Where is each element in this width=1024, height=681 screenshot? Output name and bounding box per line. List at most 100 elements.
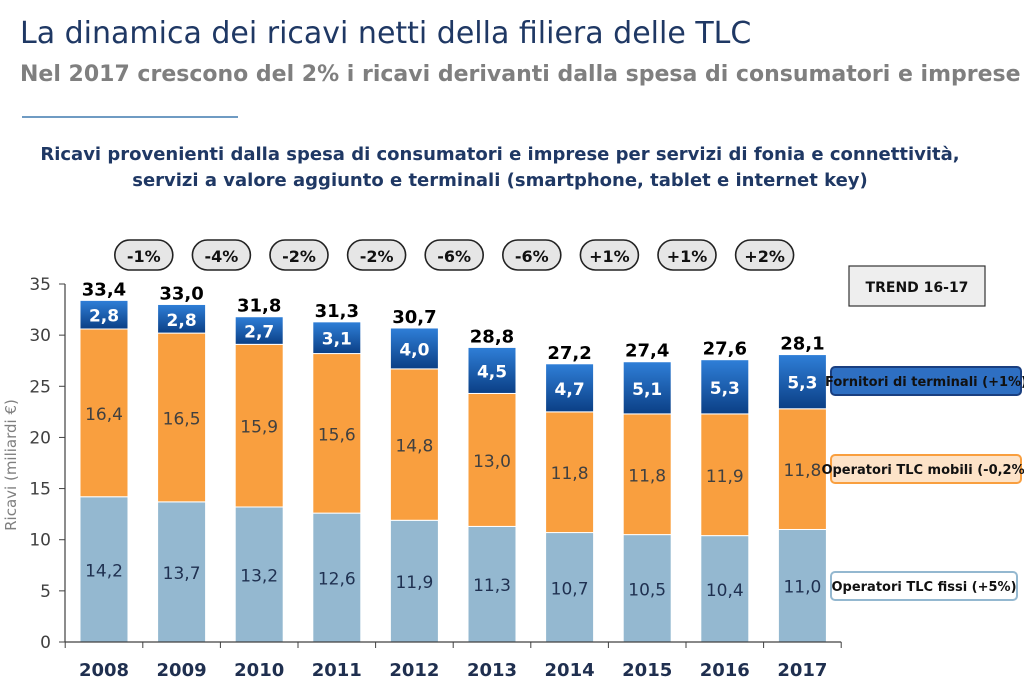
legend-label: Fornitori di terminali (+1%) (825, 375, 1024, 390)
bar-terminali-label: 3,1 (322, 330, 352, 350)
legend-label: Operatori TLC mobili (-0,2%) (821, 463, 1024, 478)
bar-terminali-label: 4,5 (477, 362, 507, 382)
bar-total-label: 31,3 (315, 301, 359, 322)
growth-pill-label: -6% (515, 247, 549, 266)
bar-mobili (622, 413, 672, 536)
x-tick-label: 2016 (700, 660, 750, 681)
bar-total-label: 27,2 (547, 343, 591, 364)
bar-terminali-label: 5,3 (787, 374, 817, 394)
growth-pill-label: +1% (589, 247, 630, 266)
x-tick-label: 2009 (157, 660, 207, 681)
page-subtitle: Nel 2017 crescono del 2% i ricavi deriva… (20, 62, 1021, 87)
growth-pill (269, 239, 329, 271)
bar-mobili-label: 15,6 (318, 425, 356, 445)
bar-fissi-label: 11,9 (395, 573, 433, 593)
bar-terminali (467, 346, 517, 394)
y-tick-label: 25 (29, 377, 51, 397)
bar-fissi (545, 532, 595, 643)
bar-fissi (389, 519, 439, 643)
growth-pill (579, 239, 640, 271)
bar-terminali-label: 5,1 (632, 380, 662, 400)
growth-pill-label: -2% (282, 247, 316, 266)
bar-total-label: 30,7 (392, 307, 436, 328)
bar-mobili (700, 413, 750, 537)
bar-mobili-label: 11,9 (706, 467, 744, 487)
bar-mobili (777, 408, 827, 530)
x-tick-label: 2017 (777, 660, 827, 681)
trend-box (848, 265, 986, 307)
bar-terminali-label: 2,8 (89, 307, 119, 327)
legend-label: Operatori TLC fissi (+5%) (831, 580, 1016, 595)
bar-terminali-label: 2,8 (167, 311, 197, 331)
y-tick-label: 35 (29, 275, 51, 295)
y-tick-label: 5 (40, 582, 51, 602)
bar-terminali-label: 5,3 (710, 379, 740, 399)
bar-mobili-label: 11,8 (551, 464, 589, 484)
x-tick-label: 2012 (389, 660, 439, 681)
bar-mobili (234, 343, 284, 508)
bar-fissi-label: 11,3 (473, 576, 511, 596)
bar-fissi-label: 10,4 (706, 581, 744, 601)
bar-total-label: 27,4 (625, 341, 669, 362)
bar-terminali (157, 303, 207, 334)
growth-pill-label: -1% (127, 247, 161, 266)
bar-terminali (79, 299, 129, 330)
bar-total-label: 28,8 (470, 326, 514, 347)
bar-mobili (79, 328, 129, 498)
growth-pill-label: -6% (437, 247, 471, 266)
bar-mobili (467, 392, 517, 527)
legend-box (830, 454, 1022, 484)
bar-mobili (389, 368, 439, 521)
bar-terminali (545, 363, 595, 413)
bar-mobili-label: 11,8 (783, 461, 821, 481)
y-tick-label: 0 (40, 633, 51, 653)
title-underline (22, 116, 238, 118)
bar-mobili-label: 16,5 (163, 409, 201, 429)
y-tick-label: 30 (29, 326, 51, 346)
bar-mobili-label: 15,9 (240, 418, 278, 438)
bar-fissi-label: 12,6 (318, 570, 356, 590)
growth-pill (657, 239, 717, 271)
y-axis-label: Ricavi (miliardi €) (2, 399, 20, 531)
x-tick-label: 2011 (312, 660, 362, 681)
bar-terminali-label: 4,0 (399, 340, 429, 360)
bar-mobili-label: 16,4 (85, 405, 123, 425)
bar-terminali-label: 4,7 (555, 380, 585, 400)
growth-pill-label: -4% (204, 247, 238, 266)
bar-terminali (777, 354, 827, 410)
bar-total-label: 33,0 (159, 283, 203, 304)
bar-terminali (622, 361, 672, 415)
growth-pill (501, 239, 562, 271)
bar-mobili-label: 14,8 (395, 437, 433, 457)
trend-box-label: TREND 16-17 (866, 280, 969, 296)
bar-fissi (700, 535, 750, 643)
bar-fissi (467, 525, 517, 643)
growth-pill (734, 239, 795, 271)
bar-terminali (312, 321, 362, 355)
chart-heading: Ricavi provenienti dalla spesa di consum… (0, 142, 1000, 194)
bar-fissi (622, 534, 672, 643)
bar-total-label: 33,4 (82, 279, 126, 300)
growth-pill-label: +1% (667, 247, 708, 266)
bar-fissi-label: 10,7 (551, 579, 589, 599)
x-tick-label: 2014 (545, 660, 595, 681)
bar-mobili-label: 11,8 (628, 466, 666, 486)
bar-fissi (312, 512, 362, 643)
chart-heading-line-2: servizi a valore aggiunto e terminali (s… (132, 170, 868, 191)
x-tick-label: 2015 (622, 660, 672, 681)
growth-pill (114, 239, 174, 271)
bar-terminali (234, 316, 284, 345)
y-tick-label: 15 (29, 480, 51, 500)
page-title: La dinamica dei ricavi netti della filie… (20, 16, 752, 51)
chart-heading-line-1: Ricavi provenienti dalla spesa di consum… (40, 144, 960, 165)
x-tick-label: 2008 (79, 660, 129, 681)
x-tick-label: 2010 (234, 660, 284, 681)
bar-total-label: 28,1 (780, 334, 824, 355)
bar-fissi-label: 13,2 (240, 566, 278, 586)
y-tick-label: 20 (29, 428, 51, 448)
bar-total-label: 27,6 (703, 339, 747, 360)
bar-terminali (389, 327, 439, 370)
bar-mobili (312, 353, 362, 514)
bar-fissi-label: 14,2 (85, 561, 123, 581)
